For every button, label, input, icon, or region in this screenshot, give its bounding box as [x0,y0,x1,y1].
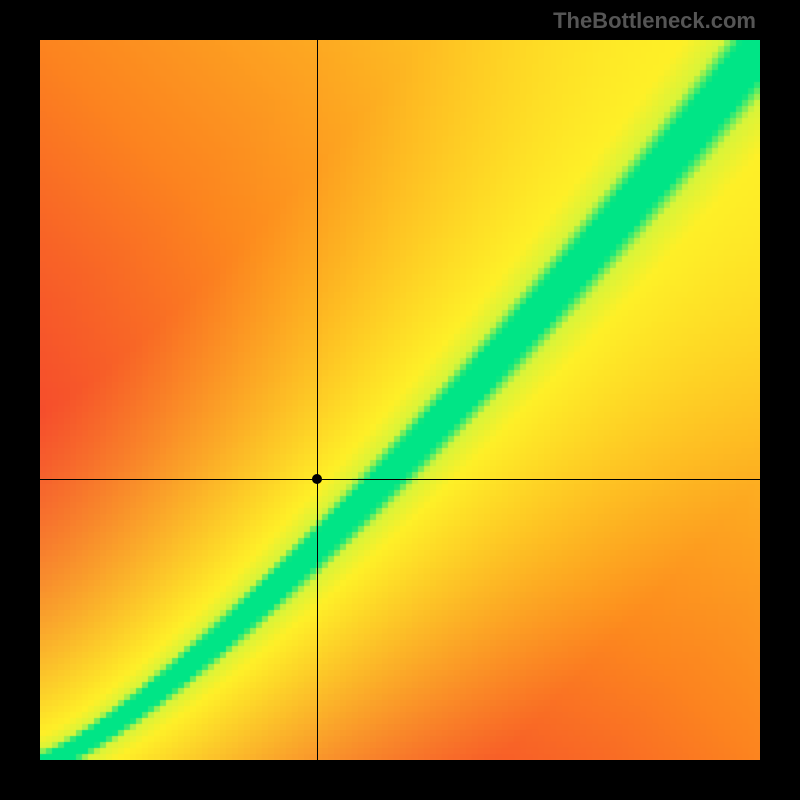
crosshair-vertical [317,40,318,760]
crosshair-horizontal [40,479,760,480]
watermark-text: TheBottleneck.com [553,8,756,34]
heatmap-canvas [40,40,760,760]
heatmap-plot [40,40,760,760]
